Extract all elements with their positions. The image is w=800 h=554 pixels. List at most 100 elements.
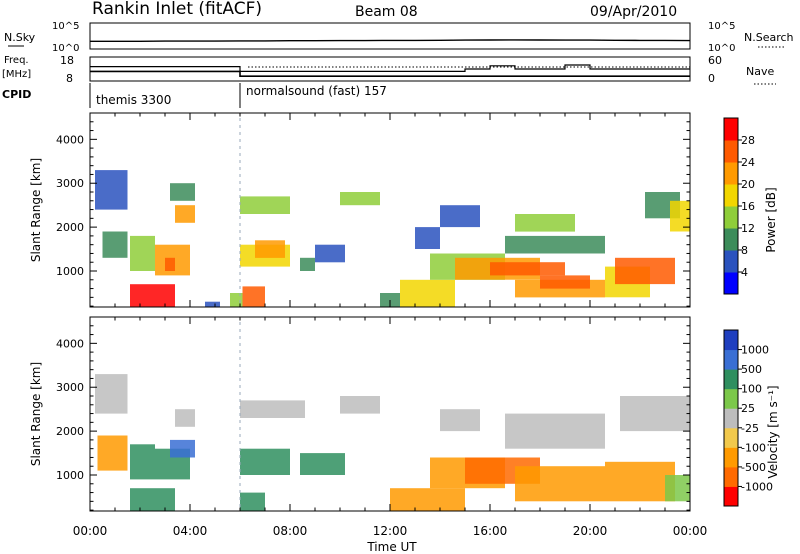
x-tick-label: 20:00 — [573, 524, 608, 538]
freq-left-tick-top: 18 — [60, 54, 74, 67]
power-cell-5 — [175, 205, 195, 223]
power-y-tick-label: 4000 — [56, 133, 84, 146]
velocity-cell-0 — [95, 374, 128, 414]
x-tick-label: 00:00 — [73, 524, 108, 538]
velocity-y-tick-label: 2000 — [56, 425, 84, 438]
power-cell-14 — [300, 257, 315, 271]
velocity-colorbar-swatch — [724, 447, 738, 468]
plot-title: Rankin Inlet (fitACF) — [92, 0, 262, 19]
velocity-colorbar-label: Velocity [m s⁻¹] — [766, 385, 780, 478]
velocity-colorbar-swatch — [724, 427, 738, 448]
velocity-y-tick-label: 3000 — [56, 381, 84, 394]
power-cell-21 — [490, 262, 565, 276]
velocity-colorbar-swatch — [724, 369, 738, 390]
nsky-right-tick-bottom: 10^0 — [708, 43, 735, 54]
power-x-ticks — [89, 113, 691, 307]
velocity-cell-15 — [605, 461, 675, 502]
power-cell-0 — [95, 170, 128, 210]
cpid-label: CPID — [2, 88, 31, 101]
power-cell-31 — [415, 227, 440, 249]
nsky-left-tick-top: 10^5 — [52, 21, 79, 32]
power-colorbar-tick-label: 12 — [741, 222, 755, 235]
power-cell-8 — [205, 301, 220, 307]
power-colorbar-swatch — [724, 228, 738, 251]
velocity-colorbar-tick-label: -500 — [741, 461, 766, 474]
velocity-y-tick-label: 4000 — [56, 337, 84, 350]
x-axis-label: Time UT — [366, 540, 417, 554]
power-cell-23 — [540, 275, 590, 289]
power-colorbar-swatch — [724, 206, 738, 229]
power-colorbar-label: Power [dB] — [764, 187, 778, 252]
velocity-cell-6 — [130, 488, 175, 511]
velocity-cells — [95, 374, 690, 511]
x-tick-labels: 00:00 04:00 08:00 12:00 16:00 20:00 00:00 — [73, 524, 708, 538]
power-cell-4 — [165, 257, 175, 271]
nsky-right-tick-top: 10^5 — [708, 21, 735, 32]
power-y-tick-label: 1000 — [56, 265, 84, 278]
power-colorbar-swatch — [724, 184, 738, 207]
velocity-cell-7 — [240, 448, 290, 475]
velocity-cell-10 — [340, 396, 380, 414]
velocity-colorbar-swatch — [724, 408, 738, 429]
cpid-segment-normalsound: normalsound (fast) 157 — [246, 84, 387, 98]
velocity-colorbar-tick-label: 1000 — [741, 344, 769, 357]
nsky-panel-frame — [89, 22, 691, 50]
power-colorbar-swatch — [724, 162, 738, 185]
velocity-colorbar-tick-label: -25 — [741, 422, 759, 435]
velocity-colorbar: 1000 500 100 25 -25 -100 -500 -1000 — [723, 329, 773, 507]
nave-line — [90, 64, 690, 72]
power-colorbar-swatch — [724, 272, 738, 295]
freq-unit-label: [MHz] — [2, 69, 31, 80]
velocity-x-ticks — [89, 317, 691, 511]
date-label: 09/Apr/2010 — [590, 4, 677, 20]
nsky-line — [90, 39, 691, 42]
power-y-tick-label: 3000 — [56, 177, 84, 190]
nsearch-label: N.Search — [744, 31, 794, 44]
power-cell-12 — [255, 240, 285, 258]
velocity-cell-2 — [130, 444, 155, 480]
freq-label: Freq. — [4, 55, 29, 66]
freq-left-tick-bottom: 8 — [66, 72, 73, 85]
nave-right-tick-top: 60 — [708, 54, 722, 67]
velocity-colorbar-swatch — [724, 330, 738, 351]
power-colorbar: 4 8 12 16 20 24 28 — [723, 117, 755, 295]
power-colorbar-swatch — [724, 118, 738, 141]
nsky-left-tick-bottom: 10^0 — [52, 43, 79, 54]
velocity-cell-9 — [300, 453, 345, 475]
velocity-colorbar-tick-label: -1000 — [741, 480, 773, 493]
power-colorbar-tick-label: 24 — [741, 156, 755, 169]
velocity-cell-5 — [175, 409, 195, 427]
velocity-colorbar-swatch — [724, 388, 738, 409]
velocity-y-tick-label: 1000 — [56, 469, 84, 482]
power-cell-1 — [102, 231, 128, 258]
x-tick-label: 16:00 — [473, 524, 508, 538]
beam-label: Beam 08 — [355, 4, 418, 20]
power-cells — [95, 170, 690, 307]
velocity-cell-19 — [440, 409, 480, 432]
power-cell-10 — [242, 286, 265, 307]
nave-label: Nave — [746, 65, 774, 78]
velocity-colorbar-tick-label: 500 — [741, 363, 762, 376]
velocity-cell-18 — [620, 396, 690, 432]
velocity-cell-8 — [240, 400, 305, 418]
power-colorbar-tick-label: 8 — [741, 244, 748, 257]
power-colorbar-tick-label: 20 — [741, 178, 755, 191]
power-cell-2 — [130, 235, 155, 271]
power-y-axis-label: Slant Range [km] — [29, 158, 43, 262]
power-y-tick-label: 2000 — [56, 221, 84, 234]
power-cell-13 — [240, 196, 290, 214]
velocity-cell-20 — [240, 492, 265, 511]
power-cell-9 — [230, 293, 243, 307]
velocity-colorbar-frame — [723, 329, 739, 507]
velocity-cell-1 — [97, 435, 128, 471]
velocity-cell-17 — [505, 413, 605, 449]
power-cell-16 — [340, 192, 380, 206]
nave-right-tick-bottom: 0 — [708, 72, 715, 85]
power-colorbar-swatch — [724, 250, 738, 273]
velocity-colorbar-tick-label: 25 — [741, 402, 755, 415]
power-cell-7 — [130, 284, 175, 307]
x-tick-label: 04:00 — [173, 524, 208, 538]
power-cell-30 — [670, 200, 690, 232]
power-cell-28 — [440, 205, 480, 228]
